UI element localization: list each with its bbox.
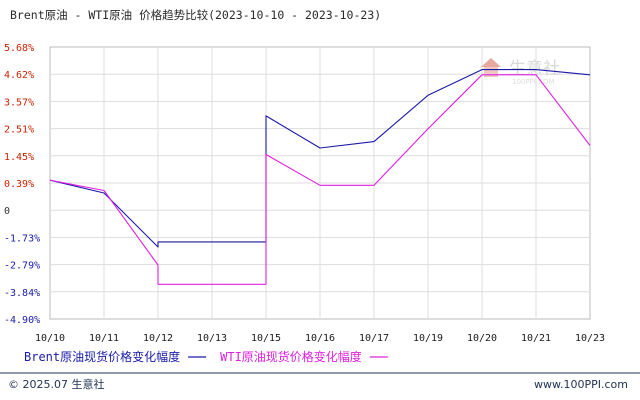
series-line-1: [49, 69, 591, 248]
house-logo-icon: [481, 58, 501, 77]
legend-label-1: Brent原油现货价格变化幅度: [24, 349, 180, 364]
series-line-2: [49, 74, 591, 285]
x-tick-label: 10/17: [359, 333, 389, 344]
x-tick-label: 10/13: [197, 333, 227, 344]
legend-label-2: WTI原油现货价格变化幅度: [220, 349, 362, 364]
x-tick-label: 10/15: [251, 333, 281, 344]
x-tick-label: 10/23: [575, 333, 605, 344]
x-axis-ticks: 10/10 10/11 10/12 10/13 10/15 10/16 10/17 10/19…: [35, 333, 605, 344]
series-lines: [49, 69, 591, 285]
y-tick-label: 4.62%: [4, 70, 34, 81]
x-tick-label: 10/12: [143, 333, 173, 344]
legend: Brent原油现货价格变化幅度 WTI原油现货价格变化幅度: [24, 349, 388, 364]
x-tick-label: 10/20: [467, 333, 497, 344]
y-tick-label: 5.68%: [4, 43, 34, 54]
y-tick-label: 2.51%: [4, 125, 34, 136]
x-tick-label: 10/16: [305, 333, 335, 344]
y-tick-label: -3.84%: [4, 288, 40, 299]
y-tick-label: -4.90%: [4, 315, 40, 326]
y-tick-label: 3.57%: [4, 97, 34, 108]
y-tick-label: 0.39%: [4, 179, 34, 190]
footer-copyright: © 2025.07 生意社: [8, 377, 104, 391]
watermark-text: 生意社: [509, 59, 560, 79]
x-tick-label: 10/19: [413, 333, 443, 344]
x-tick-label: 10/10: [35, 333, 65, 344]
y-tick-label: 1.45%: [4, 152, 34, 163]
x-tick-label: 10/21: [521, 333, 551, 344]
grid-lines: [50, 47, 590, 319]
y-axis-ticks: 5.68% 4.62% 3.57% 2.51% 1.45% 0.39% 0 -1.73% -2.…: [4, 43, 40, 326]
watermark-subtext: 100PPI.COM: [512, 78, 555, 86]
y-tick-label: -2.79%: [4, 261, 40, 272]
footer-site[interactable]: www.100PPI.com: [534, 378, 628, 391]
x-tick-label: 10/11: [89, 333, 119, 344]
chart-title: Brent原油 - WTI原油 价格趋势比较(2023-10-10 - 2023…: [10, 8, 381, 22]
watermark-logo: 生意社 100PPI.COM: [481, 58, 560, 86]
y-tick-label: 0: [4, 206, 10, 217]
y-tick-label: -1.73%: [4, 233, 40, 244]
